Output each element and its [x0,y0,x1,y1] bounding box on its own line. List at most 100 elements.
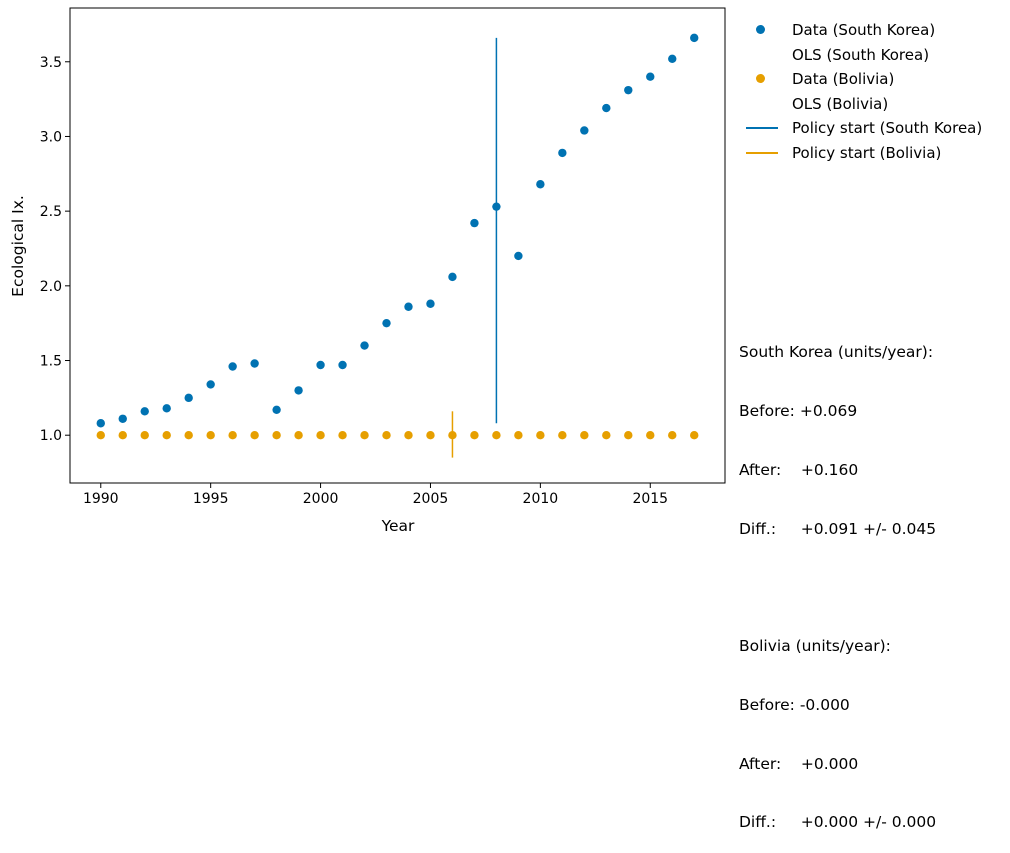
legend-label: Data (South Korea) [792,21,936,40]
legend-swatch [742,97,780,111]
legend-swatch [742,121,780,135]
data-point [250,431,259,440]
stats-bolivia-title: Bolivia (units/year): [739,637,891,656]
data-point [602,431,611,440]
legend-dot-marker [756,74,765,84]
y-axis: 1.0 1.5 2.0 2.5 3.0 3.5 [40,55,70,444]
data-point [96,431,105,440]
legend-swatch [742,23,780,37]
data-point [690,431,699,440]
data-point [624,431,633,440]
data-point [404,302,413,311]
data-point [426,299,435,308]
legend-swatch [742,48,780,62]
data-point [624,85,633,95]
data-point [382,318,391,328]
data-point [536,431,545,440]
x-tick-label: 1990 [83,491,119,507]
data-point [492,431,501,440]
x-tick-label: 2015 [632,491,668,507]
legend-item: Policy start (Bolivia) [742,141,982,166]
legend-label: Policy start (Bolivia) [792,143,942,162]
stats-panel: South Korea (units/year): Before: +0.069… [739,304,936,853]
y-tick-label: 2.5 [40,204,62,220]
data-point [382,431,391,440]
legend-item: OLS (South Korea) [742,43,982,68]
data-point [184,431,193,440]
x-tick-label: 1995 [193,491,229,507]
data-point [360,431,369,440]
x-tick-label: 2010 [523,491,559,507]
scatter-chart: 1990 1995 2000 2005 2010 2015 1.0 1.5 2.0 2.5 3.0… [9,7,726,535]
data-point [470,431,479,440]
data-point [646,431,655,440]
legend: Data (South Korea) OLS (South Korea) Data … [742,18,982,165]
legend-item: Data (Bolivia) [742,67,982,92]
data-point [492,202,501,211]
stats-korea-title: South Korea (units/year): [739,343,934,362]
plot-area [69,7,726,484]
data-point [206,431,215,440]
data-point [162,431,171,440]
x-axis-label: Year [381,517,415,535]
data-point [228,362,237,371]
data-point [338,431,347,440]
data-point [514,431,523,440]
legend-label: OLS (Bolivia) [792,94,889,113]
data-point [162,404,171,413]
data-point [272,431,281,440]
plot-frame [69,7,726,484]
stats-bolivia-before: Before: -0.000 [739,695,850,714]
data-point [404,431,413,440]
x-tick-label: 2005 [413,491,449,507]
data-point [316,431,325,440]
legend-dot-marker [756,25,765,35]
legend-label: OLS (South Korea) [792,45,930,64]
legend-line-marker [746,151,778,154]
data-point [294,386,303,395]
stats-korea-after: After: +0.160 [739,460,859,479]
y-tick-label: 1.5 [40,354,62,370]
data-point [580,126,589,135]
legend-item: Data (South Korea) [742,18,982,43]
stats-bolivia-diff: Diff.: +0.000 +/- 0.000 [739,813,937,832]
data-point [316,360,325,370]
data-point [646,72,655,81]
y-tick-label: 3.0 [40,129,62,145]
y-tick-label: 1.0 [40,428,62,444]
stats-bolivia-after: After: +0.000 [739,754,859,773]
legend-label: Data (Bolivia) [792,70,895,89]
data-point [580,431,589,440]
data-point [448,431,457,440]
data-point [272,405,281,415]
data-point [536,180,545,189]
legend-swatch [742,146,780,160]
data-point [448,272,457,282]
data-point [426,431,435,440]
data-point [668,431,677,440]
stats-korea-before: Before: +0.069 [739,401,858,420]
data-point [250,359,259,368]
data-point [470,218,479,228]
y-axis-label: Ecological Ix. [9,195,27,297]
data-point [294,431,303,440]
legend-item: OLS (Bolivia) [742,92,982,117]
y-tick-label: 2.0 [40,279,62,295]
x-tick-label: 2000 [303,491,339,507]
stats-korea-diff: Diff.: +0.091 +/- 0.045 [739,519,937,538]
legend-label: Policy start (South Korea) [792,119,983,138]
data-point [514,251,523,261]
data-point [140,407,149,416]
data-point [206,380,215,389]
data-point [184,393,193,403]
data-point [118,431,127,440]
data-point [668,54,677,63]
legend-line-marker [746,127,778,130]
data-point [558,431,567,440]
stats-spacer [739,578,936,598]
data-point [118,414,127,423]
data-point [140,431,149,440]
data-point [228,431,237,440]
data-point [96,419,105,428]
legend-item: Policy start (South Korea) [742,116,982,141]
